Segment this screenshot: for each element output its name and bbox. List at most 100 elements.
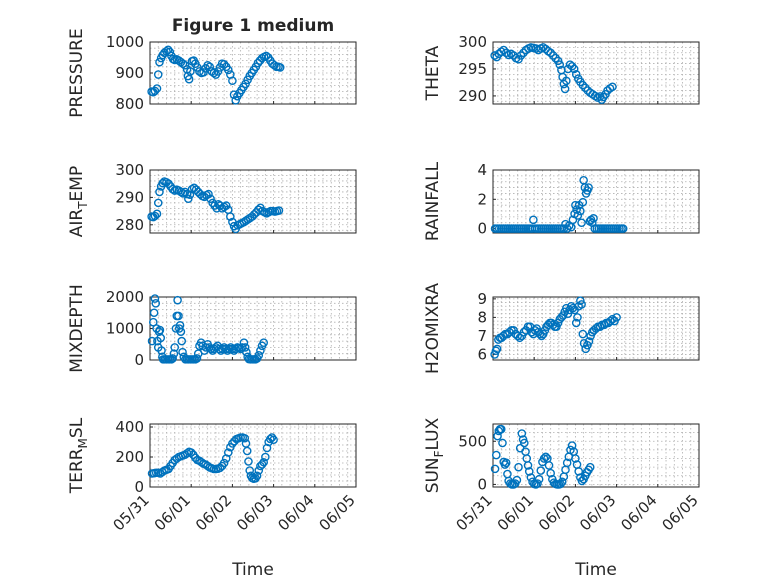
axes-border bbox=[492, 169, 700, 234]
data-point bbox=[584, 183, 593, 192]
data-point bbox=[184, 74, 194, 84]
data-point bbox=[206, 344, 216, 354]
data-point bbox=[165, 47, 175, 57]
data-point bbox=[252, 471, 262, 481]
data-point bbox=[155, 187, 164, 197]
data-point bbox=[490, 464, 500, 474]
data-point bbox=[608, 82, 617, 92]
data-point bbox=[240, 343, 250, 352]
data-point bbox=[533, 479, 542, 488]
subplot-1: 800 900 1000 PRESSURE Figure 1 medium bbox=[67, 16, 357, 118]
data-point bbox=[576, 296, 585, 306]
data-point bbox=[266, 434, 275, 444]
data-point bbox=[501, 458, 511, 468]
data-point bbox=[257, 460, 267, 469]
data-point bbox=[213, 67, 223, 76]
data-point bbox=[544, 461, 554, 470]
data-point bbox=[274, 206, 284, 215]
data-point bbox=[595, 322, 605, 331]
data-point bbox=[162, 47, 171, 56]
data-point bbox=[209, 68, 219, 78]
data-point bbox=[223, 448, 233, 457]
y-axis-label: PRESSURE bbox=[67, 28, 87, 117]
data-point bbox=[529, 215, 538, 225]
y-tick-label: 800 bbox=[115, 95, 144, 113]
y-tick-label: 2 bbox=[477, 190, 487, 208]
data-point bbox=[557, 477, 567, 487]
data-point bbox=[206, 194, 215, 204]
data-point bbox=[523, 461, 533, 470]
x-axis-label: Time bbox=[574, 560, 617, 580]
y-tick-label: 400 bbox=[115, 418, 144, 436]
data-point bbox=[153, 198, 163, 208]
data-point bbox=[591, 324, 601, 333]
data-point bbox=[169, 349, 179, 359]
data-point bbox=[185, 190, 195, 199]
subplot-5: 0 1000 2000 MIXDEPTH bbox=[67, 284, 357, 373]
data-point bbox=[192, 354, 202, 363]
data-point bbox=[147, 336, 157, 346]
data-point bbox=[199, 68, 208, 77]
data-point bbox=[571, 70, 581, 79]
data-point bbox=[573, 313, 582, 322]
data-point bbox=[567, 441, 577, 450]
data-point bbox=[514, 462, 523, 472]
x-tick-label: 06/05 bbox=[659, 491, 702, 534]
axes-border bbox=[492, 41, 700, 105]
data-point bbox=[242, 446, 252, 456]
data-point bbox=[578, 80, 588, 90]
data-point bbox=[228, 76, 237, 86]
data-point bbox=[517, 429, 527, 438]
grid bbox=[493, 297, 699, 360]
data-point bbox=[262, 443, 272, 453]
data-point bbox=[267, 433, 277, 442]
data-point bbox=[562, 458, 572, 468]
data-point bbox=[186, 67, 195, 76]
y-tick-label: 200 bbox=[115, 448, 144, 466]
data-point bbox=[578, 329, 588, 339]
data-point bbox=[186, 448, 196, 457]
data-point bbox=[152, 209, 162, 219]
data-point bbox=[541, 452, 551, 462]
data-point bbox=[269, 435, 278, 445]
data-series bbox=[147, 177, 284, 234]
data-series bbox=[490, 175, 628, 233]
data-point bbox=[608, 314, 617, 324]
data-point bbox=[259, 457, 269, 467]
data-point bbox=[151, 298, 161, 308]
data-point bbox=[197, 457, 206, 467]
y-axis-label: THETA bbox=[423, 45, 443, 101]
data-point bbox=[170, 343, 180, 352]
data-point bbox=[580, 83, 590, 93]
data-point bbox=[150, 86, 160, 96]
data-point bbox=[501, 48, 511, 58]
data-point bbox=[539, 454, 549, 463]
data-point bbox=[177, 336, 187, 346]
data-point bbox=[606, 316, 615, 326]
data-point bbox=[157, 346, 166, 355]
data-point bbox=[256, 346, 265, 355]
data-point bbox=[244, 457, 253, 466]
y-tick-label: 7 bbox=[477, 327, 487, 345]
data-point bbox=[555, 60, 565, 69]
data-point bbox=[584, 337, 594, 346]
data-point bbox=[253, 58, 263, 68]
y-tick-label: 1000 bbox=[106, 320, 144, 338]
data-point bbox=[245, 466, 255, 475]
data-point bbox=[219, 458, 229, 468]
data-point bbox=[496, 424, 506, 434]
y-tick-label: 0 bbox=[477, 475, 487, 493]
data-point bbox=[500, 460, 510, 469]
data-point bbox=[254, 350, 264, 360]
x-tick-label: 05/31 bbox=[453, 491, 496, 534]
data-point bbox=[571, 318, 581, 328]
data-series bbox=[147, 294, 269, 364]
data-point bbox=[149, 308, 159, 318]
data-point bbox=[241, 79, 250, 89]
y-tick-label: 500 bbox=[458, 432, 487, 450]
data-point bbox=[571, 454, 580, 463]
data-point bbox=[223, 65, 233, 75]
data-point bbox=[491, 450, 501, 460]
